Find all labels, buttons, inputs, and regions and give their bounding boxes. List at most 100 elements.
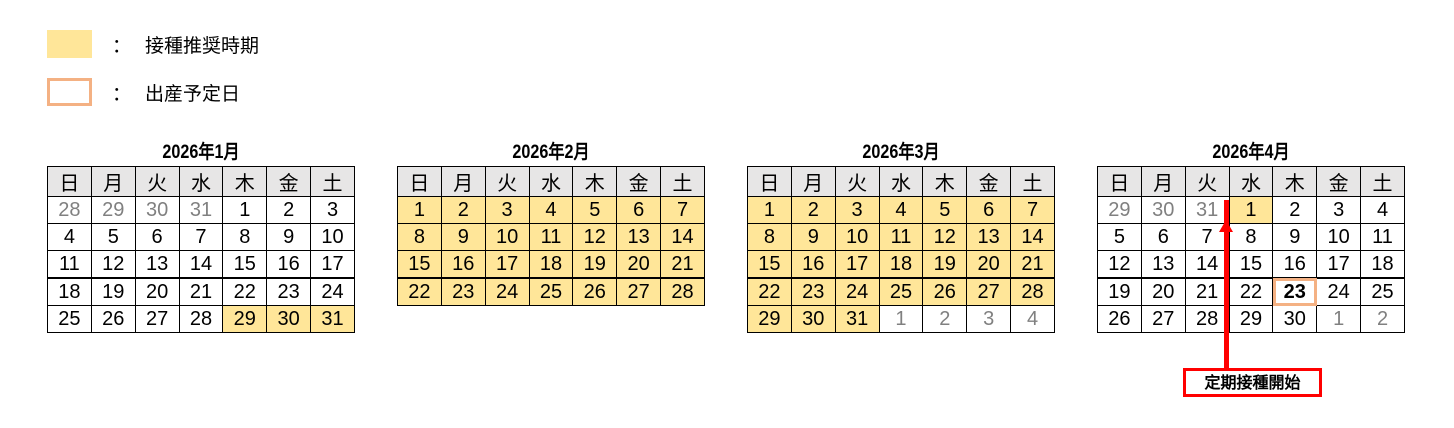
- day-cell: 29: [1228, 305, 1274, 333]
- day-cell: 15: [747, 250, 792, 279]
- day-cell: 16: [266, 250, 312, 279]
- month-title: 2026年2月: [512, 142, 590, 163]
- day-cell: 17: [310, 250, 355, 279]
- day-cell: 8: [397, 223, 442, 251]
- day-cell: 12: [922, 223, 968, 251]
- day-cell: 1: [222, 196, 268, 224]
- weekday-header: 火: [834, 166, 880, 197]
- weekday-header: 月: [90, 166, 136, 197]
- month-title: 2026年4月: [1212, 142, 1290, 163]
- day-cell: 4: [1010, 305, 1055, 333]
- weekday-header: 水: [1228, 166, 1274, 197]
- day-cell: 6: [616, 196, 662, 224]
- day-cell: 14: [1184, 250, 1230, 279]
- day-cell: 21: [660, 250, 705, 279]
- day-cell: 18: [47, 277, 92, 306]
- day-cell: 4: [528, 196, 574, 224]
- day-cell: 30: [134, 196, 180, 224]
- day-cell: 10: [1316, 223, 1362, 251]
- weekday-header: 水: [528, 166, 574, 197]
- day-cell: 7: [660, 196, 705, 224]
- day-cell: 2: [440, 196, 486, 224]
- legend-recommended: ： 接種推奨時期: [47, 30, 259, 58]
- month-title: 2026年3月: [862, 142, 940, 163]
- day-cell: 20: [1140, 277, 1186, 306]
- day-cell: 1: [397, 196, 442, 224]
- day-cell: 13: [966, 223, 1012, 251]
- weekday-header: 火: [484, 166, 530, 197]
- day-cell: 3: [310, 196, 355, 224]
- day-cell: 21: [1184, 277, 1230, 306]
- calendar-grid: 日月火水木金土 28 29 30 31 1 2 3 4 5 6 7 8 9 10 11 12 13 14 15 16 17…: [47, 166, 355, 333]
- calendar-grid: 日月火水木金土 29 30 31 1 2 3 4 5 6 7 8 9 10 11 12 13 14 15 16 17 18…: [1097, 166, 1405, 333]
- day-cell: 30: [1272, 305, 1318, 333]
- day-cell: 29: [222, 305, 268, 333]
- day-cell: 15: [222, 250, 268, 279]
- day-cell: 17: [484, 250, 530, 279]
- day-cell: 28: [1010, 277, 1055, 306]
- day-cell: 15: [397, 250, 442, 279]
- day-cell: 25: [528, 277, 574, 306]
- day-cell: 9: [440, 223, 486, 251]
- day-cell: 14: [1010, 223, 1055, 251]
- day-cell: 8: [1228, 223, 1274, 251]
- day-cell: 13: [616, 223, 662, 251]
- day-cell: 4: [47, 223, 92, 251]
- weekday-header: 日: [1097, 166, 1142, 197]
- day-cell: 15: [1228, 250, 1274, 279]
- day-cell: 29: [747, 305, 792, 333]
- day-cell: 20: [966, 250, 1012, 279]
- weekday-header: 月: [1140, 166, 1186, 197]
- day-cell: 6: [134, 223, 180, 251]
- day-cell: 29: [1097, 196, 1142, 224]
- day-cell: 2: [790, 196, 836, 224]
- weekday-header: 土: [1360, 166, 1405, 197]
- day-cell: 3: [1316, 196, 1362, 224]
- weekday-header: 金: [1316, 166, 1362, 197]
- day-cell: 10: [484, 223, 530, 251]
- day-cell: 19: [1097, 277, 1142, 306]
- day-cell: 26: [572, 277, 618, 306]
- weekday-header: 日: [47, 166, 92, 197]
- day-cell: 27: [134, 305, 180, 333]
- day-cell: 19: [922, 250, 968, 279]
- day-cell: 10: [834, 223, 880, 251]
- day-cell: 1: [747, 196, 792, 224]
- day-cell: 2: [266, 196, 312, 224]
- day-cell: 28: [660, 277, 705, 306]
- weekday-header: 土: [1010, 166, 1055, 197]
- day-cell: 10: [310, 223, 355, 251]
- day-cell: 9: [1272, 223, 1318, 251]
- weekday-header: 木: [1272, 166, 1318, 197]
- weekday-header: 月: [440, 166, 486, 197]
- day-cell: 25: [878, 277, 924, 306]
- weekday-header: 月: [790, 166, 836, 197]
- day-cell: 11: [47, 250, 92, 279]
- day-cell: 18: [1360, 250, 1405, 279]
- day-cell: 6: [1140, 223, 1186, 251]
- day-cell: 13: [1140, 250, 1186, 279]
- day-cell: 24: [310, 277, 355, 306]
- day-cell: 29: [90, 196, 136, 224]
- day-cell: 22: [397, 277, 442, 306]
- day-cell: 9: [266, 223, 312, 251]
- month-title: 2026年1月: [162, 142, 240, 163]
- day-cell: 3: [966, 305, 1012, 333]
- day-cell: 24: [484, 277, 530, 306]
- day-cell: 25: [1360, 277, 1405, 306]
- weekday-header: 金: [966, 166, 1012, 197]
- day-cell: 23: [266, 277, 312, 306]
- day-cell: 22: [747, 277, 792, 306]
- day-cell: 4: [878, 196, 924, 224]
- day-cell: 28: [178, 305, 224, 333]
- weekday-header: 木: [572, 166, 618, 197]
- day-cell: 22: [1228, 277, 1274, 306]
- weekday-header: 日: [397, 166, 442, 197]
- day-cell: 21: [178, 277, 224, 306]
- day-cell: 8: [222, 223, 268, 251]
- day-cell: 24: [834, 277, 880, 306]
- day-cell: 30: [790, 305, 836, 333]
- day-cell: 3: [484, 196, 530, 224]
- day-cell: 31: [1184, 196, 1230, 224]
- day-cell: 21: [1010, 250, 1055, 279]
